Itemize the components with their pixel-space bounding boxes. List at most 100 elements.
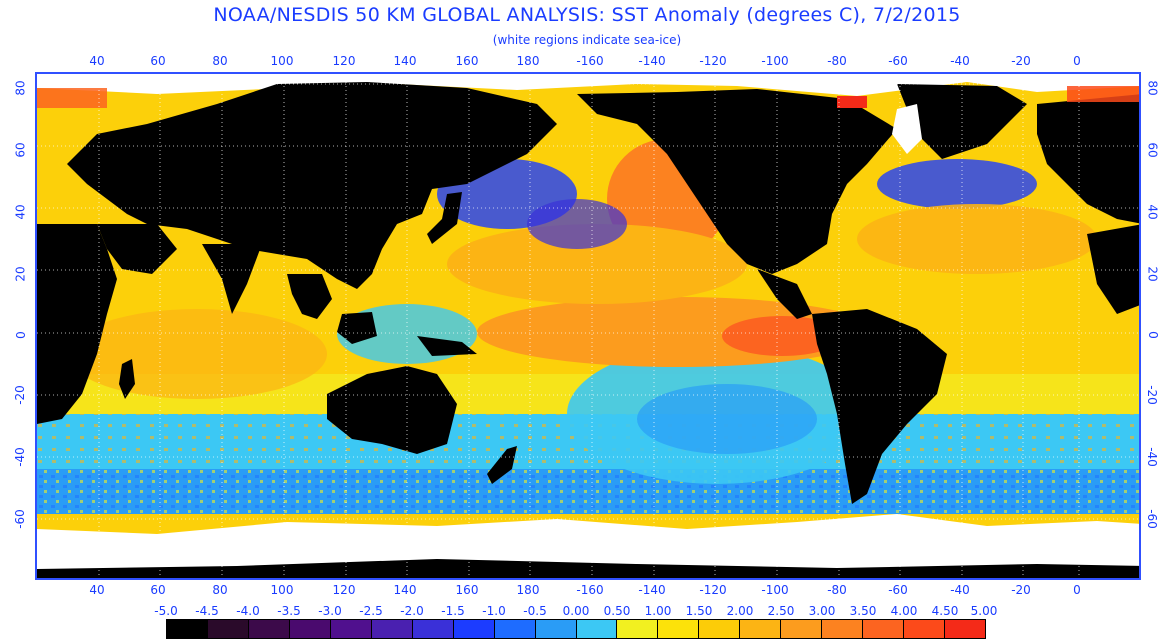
colorbar-tick-label: 1.50 (685, 604, 713, 618)
lon-tick-label: -160 (576, 583, 604, 597)
map-title: NOAA/NESDIS 50 KM GLOBAL ANALYSIS: SST A… (213, 4, 961, 26)
colorbar-swatch (781, 620, 823, 638)
eurasia-land (67, 82, 557, 289)
colorbar-tick-label: 3.00 (808, 604, 836, 618)
colorbar-swatch (494, 620, 536, 638)
colorbar-swatch (535, 620, 577, 638)
lon-tick-label: 100 (270, 54, 294, 68)
colorbar-swatch (617, 620, 659, 638)
colorbar-tick-label: 0.00 (562, 604, 590, 618)
borneo-land (337, 312, 377, 344)
central-america-land (757, 269, 812, 319)
colorbar-swatch (412, 620, 454, 638)
lon-tick-label: -20 (1011, 583, 1031, 597)
colorbar-swatch (330, 620, 372, 638)
colorbar-tick-label: 5.00 (970, 604, 998, 618)
europe-coast-land (1087, 224, 1139, 314)
hudson-warm-patch (837, 96, 867, 108)
el-nino-core (722, 316, 842, 356)
colorbar-swatch (207, 620, 249, 638)
lat-tick-label: -40 (12, 447, 27, 467)
colorbar-tick-label: -1.0 (482, 604, 506, 618)
colorbar-labels: -5.0 -4.5 -4.0 -3.5 -3.0 -2.5 -2.0 -1.5 … (146, 604, 998, 618)
madagascar-land (119, 359, 135, 399)
colorbar-swatch (945, 620, 986, 638)
north-atlantic-warm (857, 204, 1097, 274)
lon-tick-label: -60 (888, 583, 908, 597)
lat-tick-label: 20 (13, 266, 28, 282)
greenland-land (897, 84, 1027, 159)
africa-land (37, 224, 117, 424)
lon-tick-label: 60 (150, 583, 166, 597)
colorbar-tick-label: -2.5 (359, 604, 383, 618)
colorbar-tick-label: 1.00 (644, 604, 672, 618)
arctic-warm-fringe-east (1067, 86, 1139, 102)
colorbar-tick-label: 3.50 (849, 604, 877, 618)
colorbar-tick-label: -3.0 (318, 604, 342, 618)
colorbar-tick-label: 4.50 (931, 604, 959, 618)
north-america-land (577, 89, 897, 274)
lon-tick-label: 180 (516, 583, 540, 597)
graticule (37, 74, 1139, 578)
japan-land (427, 192, 462, 244)
colorbar-tick-label: -1.5 (441, 604, 465, 618)
colorbar-tick-label: -4.5 (195, 604, 219, 618)
colorbar-swatch (699, 620, 741, 638)
lon-tick-label: 140 (393, 54, 417, 68)
south-pacific-cool-core (637, 384, 817, 454)
lon-tick-label: -120 (699, 583, 727, 597)
colorbar-swatch (453, 620, 495, 638)
arctic-warm-fringe-west (37, 88, 107, 108)
colorbar-tick-label: -2.0 (400, 604, 424, 618)
map-canvas (37, 74, 1139, 578)
australia-land (327, 366, 457, 454)
colorbar-swatch (371, 620, 413, 638)
lat-tick-label: 80 (1145, 80, 1160, 96)
colorbar-swatch (822, 620, 864, 638)
lat-tick-label: -60 (1144, 509, 1159, 529)
lat-tick-label: 60 (13, 142, 28, 158)
lon-tick-label: -140 (638, 54, 666, 68)
lat-tick-label: -60 (12, 509, 27, 529)
greenland-ice (892, 104, 922, 154)
lat-tick-label: -20 (1144, 385, 1159, 405)
colorbar-tick-label: -0.5 (523, 604, 547, 618)
indian-ocean-warm (67, 309, 327, 399)
colorbar-tick-label: 2.00 (726, 604, 754, 618)
arctic-sea-ice (37, 74, 1139, 96)
lon-tick-label: -60 (888, 54, 908, 68)
colorbar-swatch (658, 620, 700, 638)
lat-tick-label: 60 (1145, 142, 1160, 158)
lon-tick-label: -80 (827, 54, 847, 68)
lon-tick-label: 120 (332, 583, 356, 597)
new-guinea-land (417, 336, 477, 356)
lon-tick-label: 80 (212, 583, 228, 597)
lon-tick-label: -100 (761, 54, 789, 68)
lon-tick-label: -20 (1011, 54, 1031, 68)
colorbar-swatch (863, 620, 905, 638)
map-subtitle: (white regions indicate sea-ice) (492, 33, 682, 47)
colorbar-swatch (740, 620, 782, 638)
colorbar-swatch (904, 620, 946, 638)
colorbar-tick-label: -4.0 (236, 604, 260, 618)
north-atlantic-cool-anomaly (877, 159, 1037, 209)
lon-tick-label: 0 (1073, 583, 1081, 597)
colorbar-swatch (248, 620, 290, 638)
colorbar (166, 619, 986, 639)
lon-tick-label: 40 (89, 54, 105, 68)
lat-tick-label: -40 (1144, 447, 1159, 467)
lon-tick-label: 160 (455, 583, 479, 597)
india-land (202, 244, 262, 314)
lon-tick-label: -40 (950, 54, 970, 68)
lat-tick-label: 40 (13, 204, 28, 220)
colorbar-tick-label: -3.5 (277, 604, 301, 618)
lon-tick-label: 160 (455, 54, 479, 68)
antarctic-sea-ice (37, 514, 1139, 578)
antarctica-land (37, 559, 1139, 578)
arabia-land (97, 224, 177, 274)
lon-tick-label: -120 (699, 54, 727, 68)
colorbar-swatch (576, 620, 618, 638)
kuroshio-cool-patch (527, 199, 627, 249)
europe-land (1037, 94, 1139, 224)
lon-tick-label: 180 (516, 54, 540, 68)
